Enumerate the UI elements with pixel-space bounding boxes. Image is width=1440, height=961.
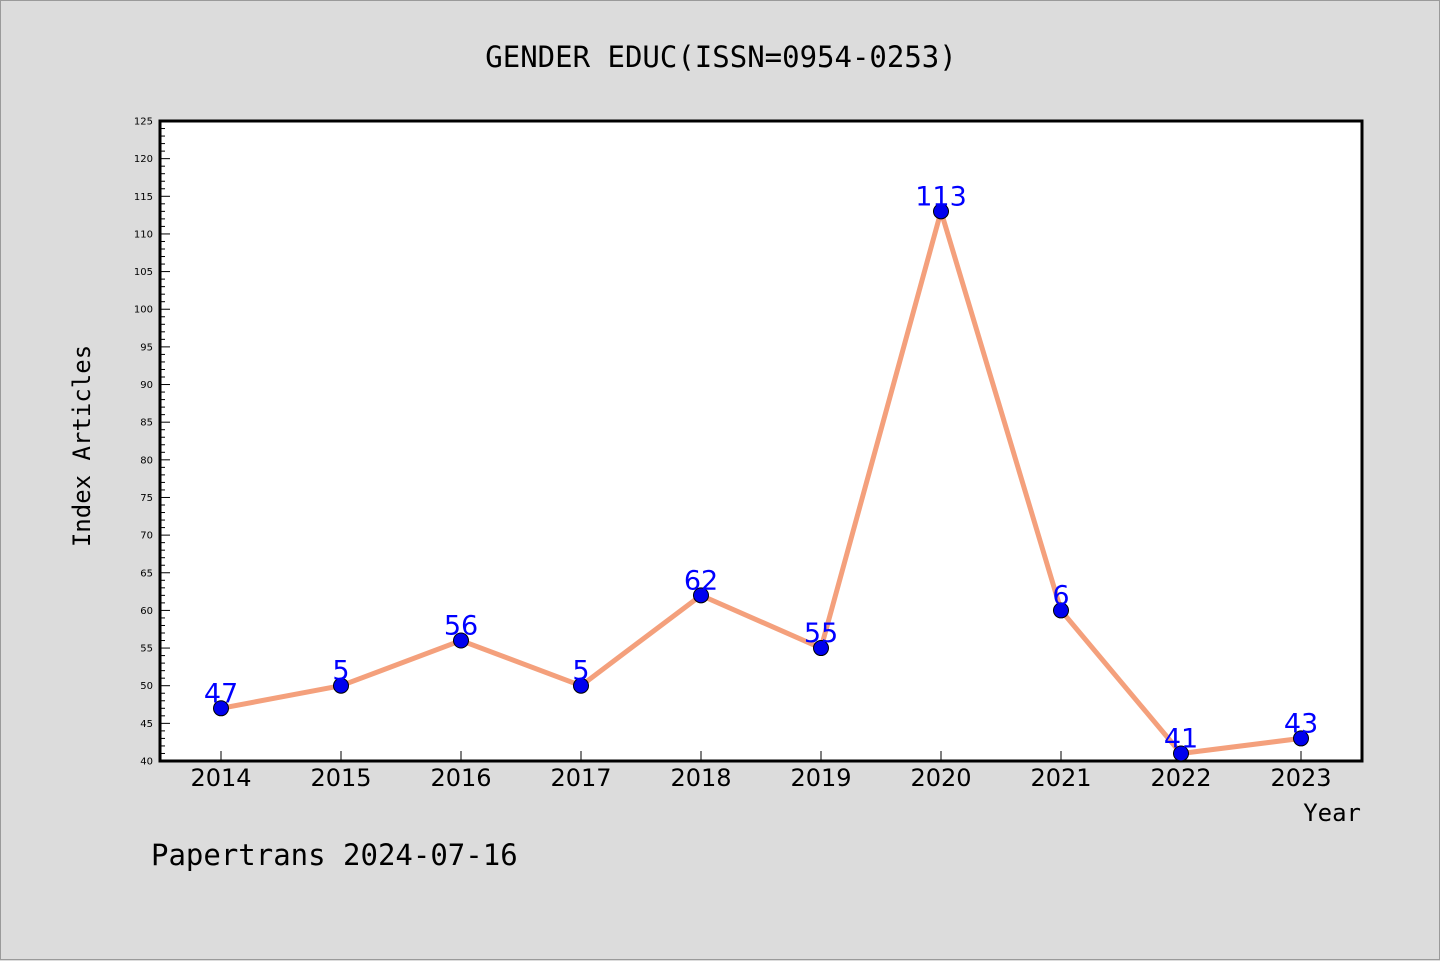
x-tick-label: 2020 <box>910 764 971 792</box>
y-tick-label: 60 <box>140 606 153 617</box>
data-labels-group: 47 5 56 5 62 55 113 6 41 43 <box>204 181 1318 754</box>
data-point <box>693 587 709 604</box>
data-label: 6 <box>1052 580 1069 611</box>
chart-title: GENDER EDUC(ISSN=0954-0253) <box>485 40 956 74</box>
y-tick-label: 70 <box>140 531 153 542</box>
x-tick-label: 2015 <box>310 764 371 792</box>
data-label: 41 <box>1164 723 1198 754</box>
y-tick-label: 100 <box>134 305 153 316</box>
x-tick-label: 2016 <box>430 764 491 792</box>
x-tick-label: 2017 <box>550 764 611 792</box>
y-axis-ticks: 40 45 50 55 60 65 70 75 80 85 90 95 100 105 110 115 120 1… <box>134 117 170 768</box>
x-tick-label: 2018 <box>670 764 731 792</box>
y-axis-label: Index Articles <box>68 345 96 547</box>
data-point <box>213 700 229 717</box>
x-tick-label: 2014 <box>190 764 251 792</box>
data-label: 43 <box>1284 708 1318 739</box>
y-tick-label: 105 <box>134 267 153 278</box>
data-point <box>333 677 349 694</box>
y-tick-label: 55 <box>140 644 153 655</box>
series-group <box>213 203 1309 762</box>
data-label: 5 <box>572 656 589 687</box>
footer-note: Papertrans 2024-07-16 <box>151 838 518 872</box>
data-point <box>1173 745 1189 762</box>
data-label: 113 <box>915 181 967 212</box>
x-tick-label: 2023 <box>1270 764 1331 792</box>
data-label: 55 <box>804 618 838 649</box>
data-label: 62 <box>684 565 718 596</box>
data-label: 5 <box>332 656 349 687</box>
data-point <box>933 203 949 220</box>
series-line <box>220 208 1302 756</box>
y-tick-label: 50 <box>140 681 153 692</box>
y-tick-label: 80 <box>140 455 153 466</box>
y-tick-label: 45 <box>140 719 153 730</box>
y-tick-label: 110 <box>134 229 153 240</box>
plot-area <box>158 119 1364 763</box>
y-tick-label: 90 <box>140 380 153 391</box>
y-tick-label: 85 <box>140 418 153 429</box>
data-point <box>453 632 469 649</box>
x-axis-ticks: 2014 2015 2016 2017 2018 2019 2020 2021 2022 2023 <box>190 751 1332 792</box>
y-tick-label: 75 <box>140 493 153 504</box>
y-tick-label: 65 <box>140 568 153 579</box>
data-label: 56 <box>444 611 478 642</box>
data-point <box>1293 730 1309 747</box>
data-point <box>1053 602 1069 619</box>
data-point <box>573 677 589 694</box>
y-tick-label: 95 <box>140 342 153 353</box>
y-tick-label: 40 <box>140 757 153 768</box>
y-tick-label: 115 <box>134 192 153 203</box>
data-point <box>813 640 829 657</box>
y-tick-label: 120 <box>134 154 153 165</box>
x-tick-label: 2019 <box>790 764 851 792</box>
x-tick-label: 2022 <box>1150 764 1211 792</box>
y-tick-label: 125 <box>134 117 153 128</box>
x-axis-label: Year <box>1303 799 1361 827</box>
x-tick-label: 2021 <box>1030 764 1091 792</box>
data-label: 47 <box>204 678 238 709</box>
